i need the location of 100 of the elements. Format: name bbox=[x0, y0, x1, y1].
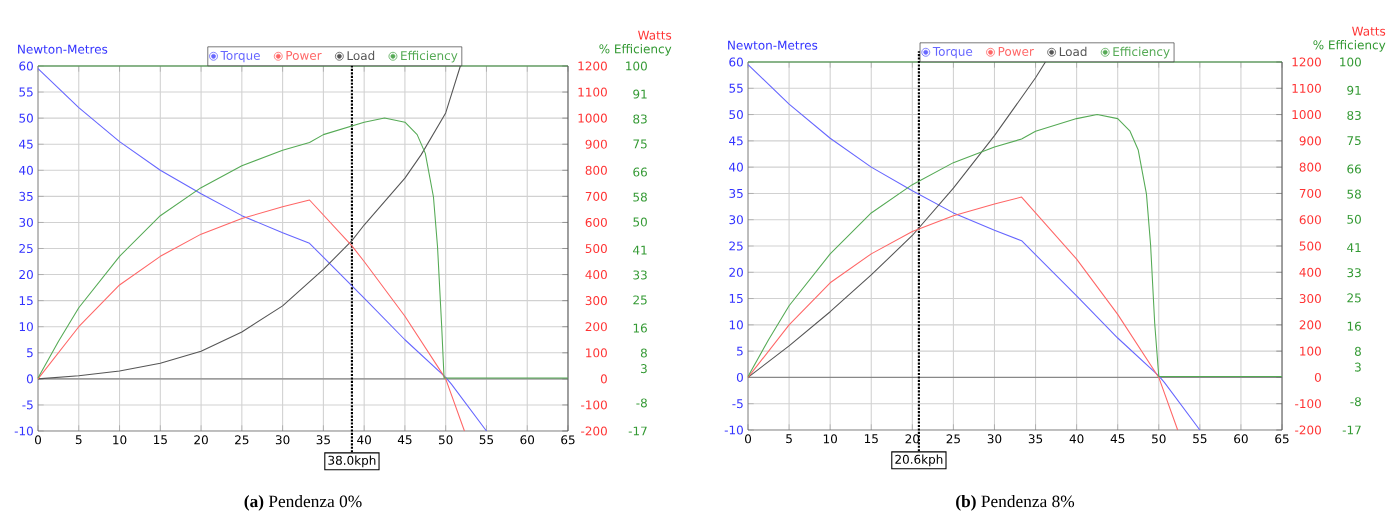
x-tick-label: 5 bbox=[75, 435, 82, 445]
y3-tick-label: -8 bbox=[1350, 397, 1361, 407]
x-tick-label: 60 bbox=[520, 435, 535, 445]
y2-tick-label: -100 bbox=[581, 400, 607, 410]
y3-tick-label: 100 bbox=[626, 61, 647, 71]
y2-tick-label: -100 bbox=[1295, 399, 1321, 409]
y2-tick-label: -200 bbox=[581, 426, 607, 436]
x-tick-label: 65 bbox=[1275, 434, 1289, 444]
x-tick-label: 35 bbox=[316, 435, 330, 445]
y2-tick-label: 800 bbox=[1299, 162, 1321, 172]
y2-tick-label: 1000 bbox=[578, 113, 607, 123]
y-tick-label: -10 bbox=[14, 426, 33, 436]
x-tick-label: 30 bbox=[987, 434, 1002, 444]
y2-tick-label: 400 bbox=[585, 270, 607, 280]
y3-tick-label: 41 bbox=[1347, 243, 1361, 252]
legend-label: Load bbox=[347, 50, 375, 61]
y-tick-label: 10 bbox=[729, 320, 743, 330]
y-tick-label: 45 bbox=[19, 139, 33, 149]
legend-label: Torque bbox=[932, 47, 973, 59]
y2-tick-label: 300 bbox=[1299, 294, 1321, 304]
y-tick-label: 20 bbox=[19, 270, 33, 280]
x-tick-label: 60 bbox=[1234, 434, 1248, 444]
y3-tick-label: 91 bbox=[1347, 85, 1361, 95]
y3-tick-label: -8 bbox=[636, 398, 647, 408]
x-tick-label: 40 bbox=[357, 435, 371, 445]
x-tick-label: 5 bbox=[786, 434, 792, 444]
ref-line-label: 38.0kph bbox=[328, 455, 376, 468]
y2-tick-label: 1000 bbox=[1292, 110, 1321, 120]
y3-tick-label: 83 bbox=[633, 114, 647, 124]
y3-tick-label: -17 bbox=[1342, 425, 1361, 435]
x-tick-label: 0 bbox=[744, 434, 752, 444]
y3-tick-label: 100 bbox=[1340, 57, 1361, 67]
y3-tick-label: 33 bbox=[1347, 268, 1361, 278]
y3-tick-label: 25 bbox=[633, 295, 647, 305]
x-tick-label: 45 bbox=[397, 435, 412, 445]
legend-label: Power bbox=[286, 51, 322, 60]
y-tick-label: 0 bbox=[26, 374, 33, 384]
x-tick-label: 25 bbox=[235, 435, 249, 445]
line-series bbox=[747, 196, 1179, 431]
legend-label: Torque bbox=[220, 51, 260, 63]
x-tick-label: 55 bbox=[1193, 434, 1207, 444]
y3-tick-label: -17 bbox=[628, 426, 647, 436]
y-tick-label: 55 bbox=[19, 87, 33, 97]
y2-tick-label: 600 bbox=[1299, 215, 1321, 225]
x-tick-label: 50 bbox=[438, 435, 453, 445]
y-tick-label: 40 bbox=[19, 165, 33, 175]
y-axis-title: Newton-Metres bbox=[728, 40, 818, 50]
y3-tick-label: 41 bbox=[633, 245, 647, 255]
y-tick-label: 0 bbox=[736, 372, 743, 382]
y2-tick-label: 100 bbox=[1300, 346, 1321, 356]
y-tick-label: 30 bbox=[19, 217, 33, 227]
x-tick-label: 15 bbox=[153, 435, 167, 445]
y3-axis-title: % Efficiency bbox=[599, 44, 672, 56]
y-tick-label: -5 bbox=[22, 400, 33, 410]
y2-tick-label: 100 bbox=[586, 348, 607, 358]
y2-tick-label: 500 bbox=[1299, 241, 1321, 251]
x-tick-label: 10 bbox=[113, 435, 127, 445]
x-tick-label: 25 bbox=[946, 434, 960, 444]
line-series bbox=[37, 199, 465, 432]
y3-tick-label: 66 bbox=[633, 167, 647, 177]
text: (a) Pendenza 0% bbox=[244, 495, 362, 511]
y3-tick-label: 58 bbox=[633, 192, 647, 202]
line-series bbox=[747, 61, 1046, 378]
line-series bbox=[37, 117, 569, 379]
y-tick-label: 40 bbox=[729, 162, 743, 172]
x-tick-label: 15 bbox=[864, 434, 878, 444]
legend-label: Power bbox=[998, 47, 1034, 56]
y3-tick-label: 83 bbox=[1347, 110, 1361, 120]
y2-tick-label: 0 bbox=[1314, 372, 1321, 382]
y2-tick-label: -200 bbox=[1295, 425, 1321, 435]
y-axis-title: Newton-Metres bbox=[18, 44, 108, 54]
y-tick-label: 5 bbox=[27, 348, 33, 358]
y3-tick-label: 75 bbox=[633, 139, 647, 149]
y2-tick-label: 700 bbox=[585, 191, 607, 201]
y3-axis-title: % Efficiency bbox=[1313, 40, 1386, 52]
x-tick-label: 20 bbox=[194, 435, 208, 445]
y2-axis-title: Watts bbox=[1352, 26, 1386, 36]
y2-tick-label: 200 bbox=[585, 322, 607, 332]
y-tick-label: 25 bbox=[729, 241, 743, 251]
y2-tick-label: 500 bbox=[585, 243, 607, 254]
x-tick-label: 35 bbox=[1028, 434, 1043, 444]
line-series bbox=[747, 64, 1201, 431]
y2-tick-label: 400 bbox=[1299, 267, 1321, 277]
y-tick-label: 20 bbox=[729, 267, 743, 277]
y-tick-label: 50 bbox=[729, 110, 743, 120]
y3-tick-label: 50 bbox=[1347, 214, 1361, 224]
x-tick-label: 55 bbox=[479, 435, 494, 445]
y-tick-label: 15 bbox=[729, 294, 743, 304]
y3-tick-label: 50 bbox=[633, 217, 647, 227]
x-tick-label: 65 bbox=[561, 435, 575, 445]
y-tick-label: 10 bbox=[19, 322, 33, 332]
y-tick-label: -10 bbox=[724, 425, 743, 435]
y-tick-label: 25 bbox=[19, 243, 33, 254]
y2-tick-label: 1200 bbox=[1292, 57, 1321, 67]
y3-tick-label: 16 bbox=[633, 323, 647, 333]
y-tick-label: 55 bbox=[729, 83, 743, 93]
y2-tick-label: 700 bbox=[1299, 188, 1321, 198]
y2-tick-label: 1100 bbox=[1292, 83, 1321, 93]
y3-tick-label: 8 bbox=[1354, 346, 1361, 356]
y3-tick-label: 91 bbox=[633, 89, 647, 99]
